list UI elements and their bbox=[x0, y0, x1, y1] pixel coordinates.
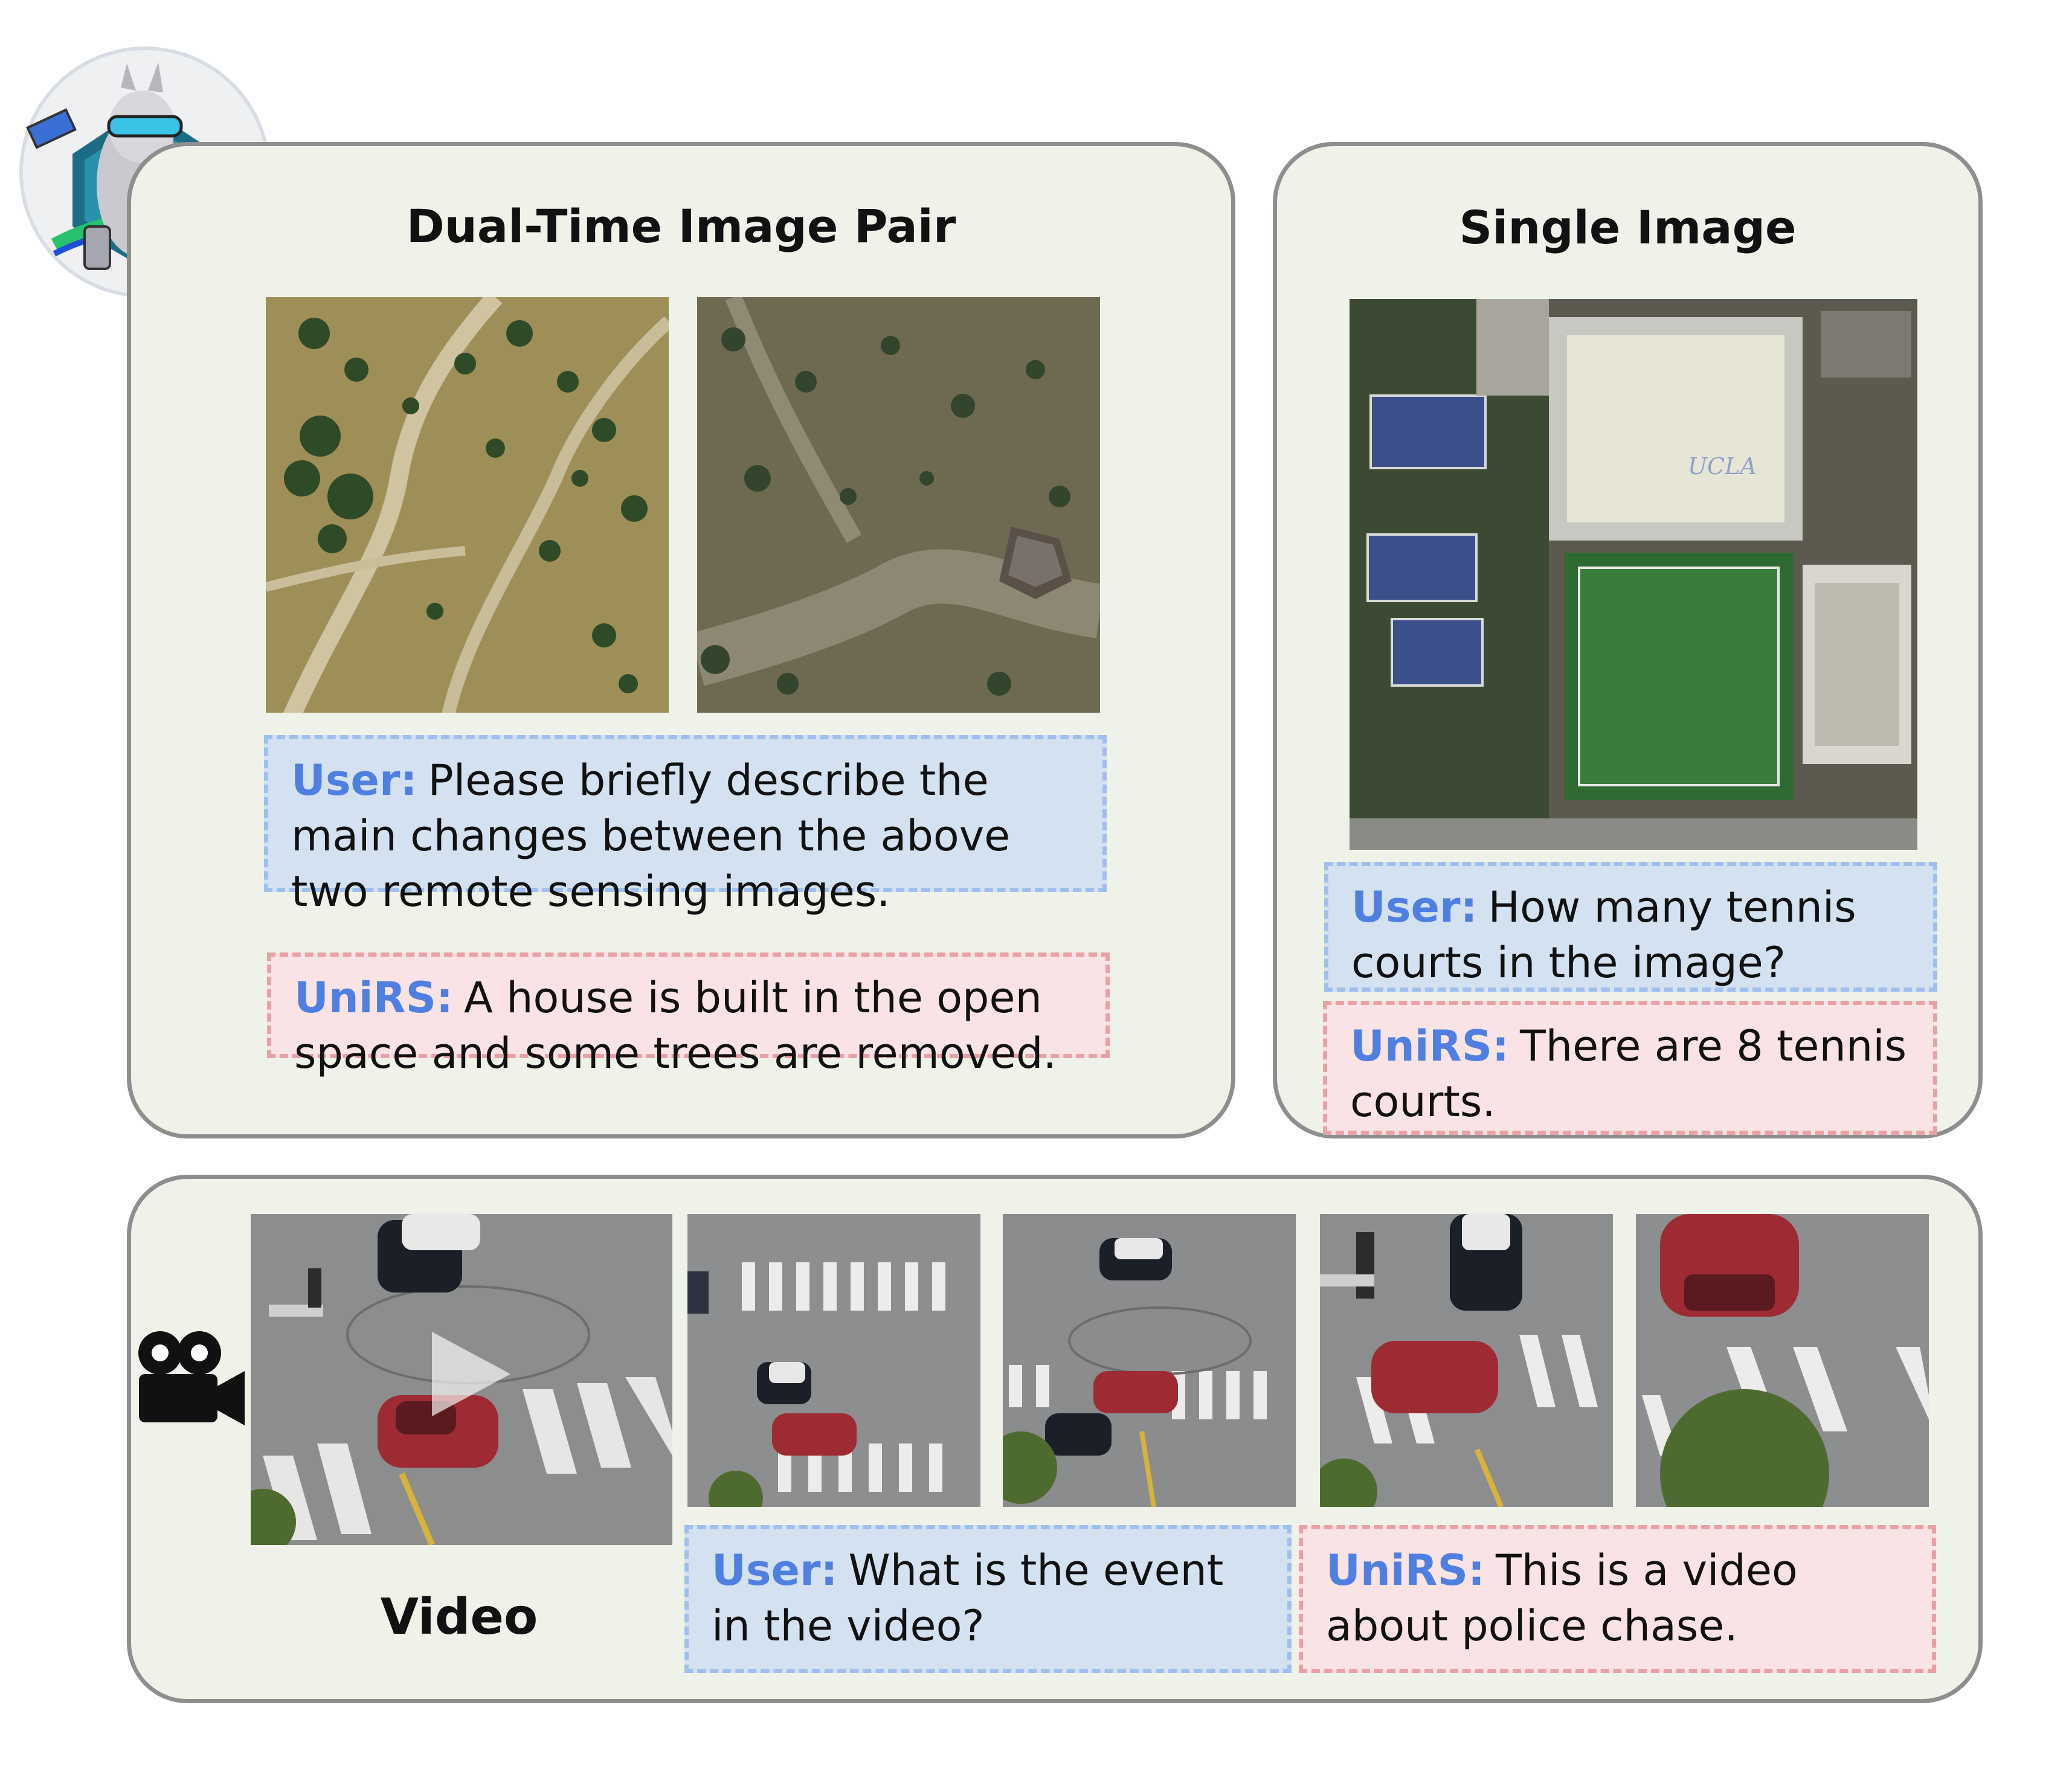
movie-camera-icon bbox=[133, 1329, 245, 1425]
single-model-label: UniRS: bbox=[1350, 1021, 1509, 1071]
dual-time-image-before bbox=[266, 297, 669, 713]
video-model-label: UniRS: bbox=[1326, 1546, 1485, 1595]
dual-model-label: UniRS: bbox=[294, 973, 453, 1023]
video-label: Video bbox=[380, 1588, 538, 1646]
single-user-label: User: bbox=[1351, 882, 1478, 932]
dual-time-panel: Dual-Time Image Pair bbox=[127, 142, 1235, 1138]
dual-time-title: Dual-Time Image Pair bbox=[406, 199, 956, 253]
dual-time-image-after bbox=[697, 297, 1100, 713]
stadium-roof-text: UCLA bbox=[1688, 453, 1757, 480]
single-image-title: Single Image bbox=[1459, 201, 1797, 254]
video-frame-2 bbox=[1003, 1214, 1296, 1507]
video-frame-3 bbox=[1320, 1214, 1613, 1507]
dual-user-text: Please briefly describe the main changes… bbox=[291, 756, 1011, 916]
video-model-bubble: UniRS: This is a video about police chase… bbox=[1299, 1525, 1936, 1673]
dual-model-bubble: UniRS: A house is built in the open space… bbox=[267, 952, 1110, 1078]
video-user-label: User: bbox=[712, 1546, 838, 1595]
play-icon[interactable] bbox=[251, 1214, 672, 1545]
video-frame-4 bbox=[1636, 1214, 1929, 1507]
single-model-text: There are 8 tennis courts. bbox=[1350, 1021, 1907, 1126]
single-campus-image: UCLA bbox=[1350, 299, 1917, 850]
video-user-text: What is the event in the video? bbox=[712, 1546, 1224, 1651]
single-user-bubble: User: How many tennis courts in the image… bbox=[1324, 862, 1937, 992]
single-user-text: How many tennis courts in the image? bbox=[1351, 882, 1856, 988]
dual-user-bubble: User: Please briefly describe the main ch… bbox=[264, 735, 1107, 916]
dual-user-label: User: bbox=[291, 756, 417, 805]
video-user-bubble: User: What is the event in the video? bbox=[684, 1525, 1292, 1673]
video-main-frame[interactable] bbox=[251, 1214, 672, 1545]
single-image-panel: Single Image UCLA User: How many tennis c… bbox=[1273, 142, 1983, 1138]
single-model-bubble: UniRS: There are 8 tennis courts. bbox=[1323, 1001, 1937, 1135]
video-model-text: This is a video about police chase. bbox=[1326, 1546, 1798, 1651]
video-frame-1 bbox=[687, 1214, 980, 1507]
dual-model-text: A house is built in the open space and s… bbox=[294, 973, 1057, 1078]
